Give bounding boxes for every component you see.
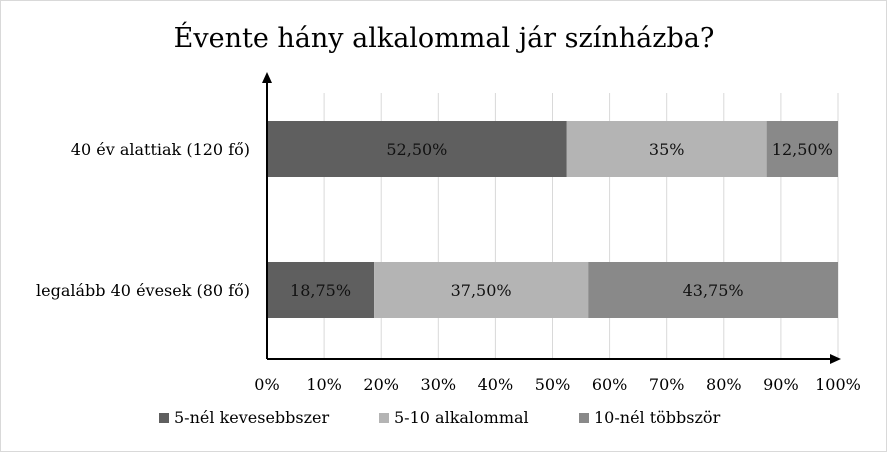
bar-segment (566, 121, 767, 177)
bar-segment (267, 121, 567, 177)
bars (267, 121, 838, 318)
chart-title: Évente hány alkalommal jár színházba? (174, 21, 715, 54)
axes (262, 72, 841, 364)
x-tick-label: 30% (421, 375, 457, 394)
x-tick-label: 70% (649, 375, 685, 394)
x-tick-label: 100% (815, 375, 861, 394)
legend-swatch (379, 413, 389, 423)
y-axis-arrow (262, 72, 272, 83)
bar-segment (374, 262, 589, 318)
data-label: 52,50% (386, 140, 447, 159)
bar-segment (267, 262, 375, 318)
x-tick-label: 0% (254, 375, 279, 394)
legend-label: 5-nél kevesebbszer (174, 408, 330, 427)
x-tick-label: 80% (706, 375, 742, 394)
labels: 0% 10% 20% 30% 40% 50% 60% 70% 80% 90% 100% 52,50% 3… (36, 140, 861, 394)
legend-label: 5-10 alkalommal (394, 408, 529, 427)
x-tick-label: 20% (363, 375, 399, 394)
legend-swatch (159, 413, 169, 423)
legend-label: 10-nél többször (594, 408, 721, 427)
x-tick-label: 50% (535, 375, 571, 394)
x-axis-arrow (830, 354, 841, 364)
x-tick-label: 10% (306, 375, 342, 394)
category-label: legalább 40 évesek (80 fő) (36, 281, 250, 300)
x-tick-label: 90% (763, 375, 799, 394)
data-label: 12,50% (772, 140, 833, 159)
bar-segment (766, 121, 838, 177)
x-tick-label: 60% (592, 375, 628, 394)
legend-swatch (579, 413, 589, 423)
data-label: 37,50% (451, 281, 512, 300)
legend: 5-nél kevesebbszer 5-10 alkalommal 10-nél … (159, 408, 721, 427)
bar-segment (588, 262, 838, 318)
x-tick-label: 40% (478, 375, 514, 394)
data-label: 35% (649, 140, 685, 159)
category-label: 40 év alattiak (120 fő) (71, 140, 250, 159)
data-label: 18,75% (290, 281, 351, 300)
data-label: 43,75% (683, 281, 744, 300)
